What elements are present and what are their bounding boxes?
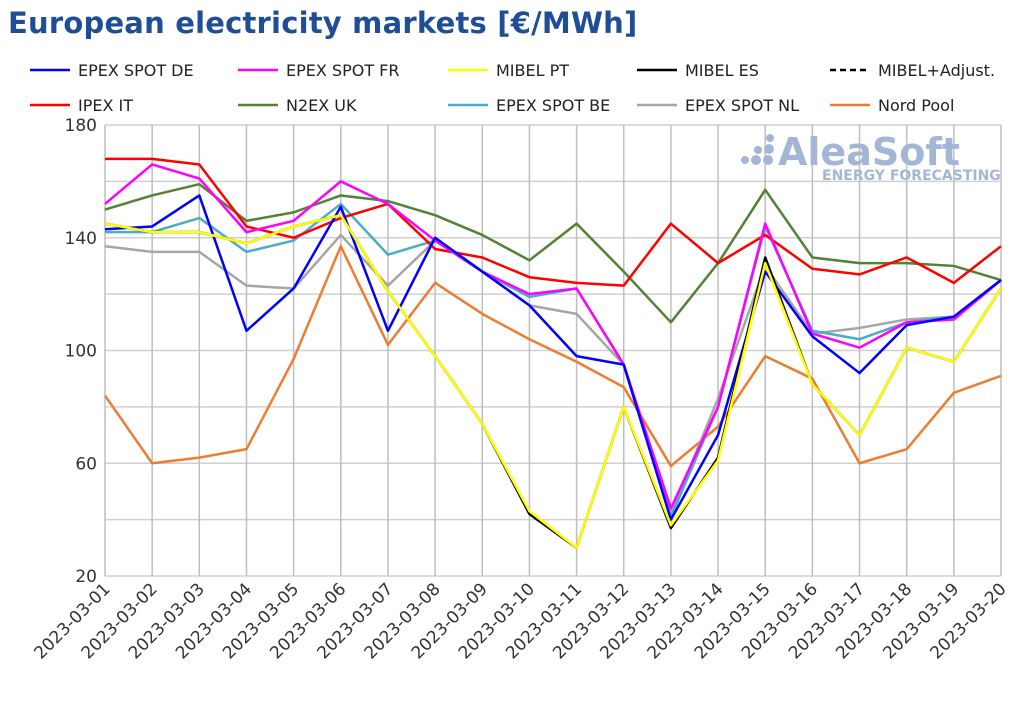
grid xyxy=(104,124,1002,577)
chart-title: European electricity markets [€/MWh] xyxy=(8,6,638,40)
y-tick-label: 60 xyxy=(75,454,97,474)
watermark-tagline: ENERGY FORECASTING xyxy=(822,168,1001,184)
series-line-epex-spot-fr xyxy=(104,163,1002,510)
legend-label: EPEX SPOT FR xyxy=(286,61,400,80)
legend-label: MIBEL ES xyxy=(685,61,759,80)
series-line-nord-pool xyxy=(103,244,1002,468)
legend-label: MIBEL+Adjust. xyxy=(878,61,995,80)
series-line-n2ex-uk xyxy=(104,182,1002,324)
legend-label: Nord Pool xyxy=(878,96,954,115)
series-line-epex-spot-de xyxy=(104,194,1002,521)
series-line-ipex-it xyxy=(105,157,1002,287)
aleasoft-logo: AleaSoft ENERGY FORECASTING xyxy=(741,130,1001,184)
watermark-brand: AleaSoft xyxy=(778,130,960,174)
y-tick-label: 140 xyxy=(65,229,97,249)
y-tick-label: 100 xyxy=(65,342,97,362)
legend-label: EPEX SPOT DE xyxy=(78,61,194,80)
series-line-mibel-pt xyxy=(104,213,1003,550)
axes: 20601001401802023-03-012023-03-022023-03… xyxy=(31,116,1011,663)
y-tick-label: 20 xyxy=(75,567,97,587)
legend-label: IPEX IT xyxy=(78,96,133,115)
legend-label: EPEX SPOT BE xyxy=(496,96,610,115)
legend-label: EPEX SPOT NL xyxy=(685,96,799,115)
series-line-mibel-es xyxy=(104,213,1003,550)
legend-label: MIBEL PT xyxy=(496,61,569,80)
series-lines xyxy=(103,157,1003,550)
legend: EPEX SPOT DE EPEX SPOT FR MIBEL PT MIBEL ES… xyxy=(30,61,995,115)
legend-label: N2EX UK xyxy=(286,96,357,115)
series-line-epex-spot-nl xyxy=(104,233,1002,516)
y-tick-label: 180 xyxy=(65,116,97,136)
series-line-epex-spot-be xyxy=(105,202,1002,519)
